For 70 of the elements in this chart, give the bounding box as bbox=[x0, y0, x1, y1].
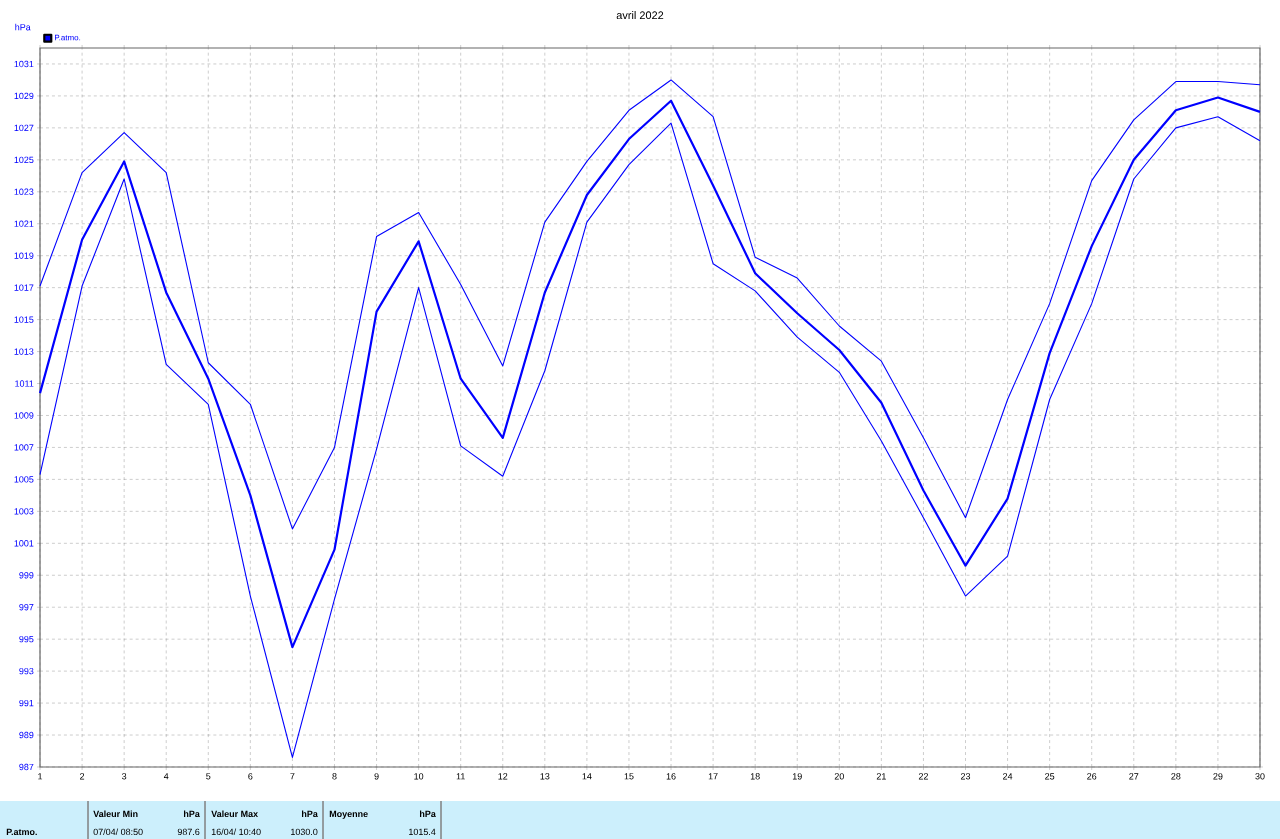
y-tick-label: 987 bbox=[19, 763, 34, 771]
x-tick-label: 20 bbox=[834, 773, 844, 780]
y-tick-label: 1017 bbox=[14, 284, 34, 291]
text: Valeur Max bbox=[211, 810, 258, 818]
y-tick-label: 1015 bbox=[14, 316, 34, 323]
x-tick-label: 26 bbox=[1087, 773, 1097, 780]
x-tick-label: 10 bbox=[414, 773, 424, 780]
x-tick-label: 7 bbox=[290, 773, 295, 780]
x-tick-label: 24 bbox=[1003, 773, 1013, 780]
y-tick-label: 995 bbox=[19, 635, 34, 643]
text: 1015.4 bbox=[409, 828, 436, 836]
y-tick-label: 1027 bbox=[14, 124, 34, 132]
x-tick-label: 12 bbox=[498, 773, 508, 780]
y-tick-label: 1003 bbox=[14, 508, 34, 515]
y-tick-label: 1005 bbox=[14, 476, 34, 483]
text: hPa bbox=[301, 810, 318, 818]
y-tick-label: 1023 bbox=[14, 188, 34, 195]
y-axis-title: hPa bbox=[15, 23, 31, 31]
text: hPa bbox=[183, 810, 200, 818]
x-tick-label: 28 bbox=[1171, 773, 1181, 780]
y-tick-label: 991 bbox=[19, 699, 34, 707]
x-tick-label: 4 bbox=[163, 773, 169, 780]
text: 16/04/ 10:40 bbox=[211, 828, 261, 836]
line-series bbox=[38, 96, 1262, 649]
x-tick-label: 14 bbox=[582, 773, 592, 780]
text: 07/04/ 08:50 bbox=[93, 828, 143, 836]
x-tick-label: 18 bbox=[750, 773, 760, 780]
x-tick-label: 30 bbox=[1255, 773, 1265, 780]
x-tick-label: 5 bbox=[206, 773, 211, 780]
x-tick-label: 16 bbox=[666, 773, 676, 780]
x-tick-label: 11 bbox=[456, 773, 465, 780]
x-tick-label: 17 bbox=[708, 773, 718, 780]
x-tick-label: 22 bbox=[918, 773, 928, 780]
y-tick-label: 1031 bbox=[14, 60, 34, 68]
y-tick-label: 1001 bbox=[14, 540, 34, 547]
text: 1030.0 bbox=[291, 828, 318, 836]
x-tick-label: 2 bbox=[80, 773, 85, 780]
x-tick-label: 3 bbox=[122, 773, 127, 780]
y-tick-label: 1009 bbox=[14, 412, 34, 419]
y-tick-label: 999 bbox=[19, 572, 34, 579]
text: P.atmo. bbox=[6, 828, 37, 836]
x-tick-label: 27 bbox=[1129, 773, 1139, 780]
y-tick-label: 1007 bbox=[14, 444, 34, 451]
y-tick-label: 1011 bbox=[15, 380, 34, 387]
x-tick-label: 13 bbox=[540, 773, 550, 780]
x-tick-label: 19 bbox=[792, 773, 802, 780]
y-tick-label: 1029 bbox=[14, 92, 34, 100]
text: Moyenne bbox=[329, 810, 368, 819]
x-tick-label: 1 bbox=[38, 773, 43, 780]
y-tick-label: 989 bbox=[19, 731, 34, 739]
line-series bbox=[39, 116, 1261, 758]
y-tick-label: 1019 bbox=[14, 252, 34, 259]
y-tick-label: 997 bbox=[19, 604, 34, 611]
x-tick-label: 23 bbox=[960, 773, 971, 780]
text: 987.6 bbox=[177, 828, 200, 836]
x-tick-label: 15 bbox=[624, 773, 634, 780]
y-tick-label: 1013 bbox=[14, 348, 34, 355]
chart-title: avril 2022 bbox=[616, 11, 664, 20]
x-tick-label: 6 bbox=[248, 773, 253, 780]
text: hPa bbox=[419, 810, 436, 818]
y-tick-label: 993 bbox=[19, 667, 34, 675]
x-tick-label: 25 bbox=[1045, 773, 1055, 780]
x-tick-label: 29 bbox=[1213, 773, 1223, 780]
y-tick-label: 1025 bbox=[14, 156, 34, 164]
text: Valeur Min bbox=[93, 810, 138, 818]
x-tick-label: 21 bbox=[876, 773, 886, 780]
y-tick-label: 1021 bbox=[14, 220, 34, 227]
x-tick-label: 9 bbox=[374, 773, 379, 780]
line-series bbox=[39, 79, 1261, 530]
x-tick-label: 8 bbox=[332, 773, 337, 780]
